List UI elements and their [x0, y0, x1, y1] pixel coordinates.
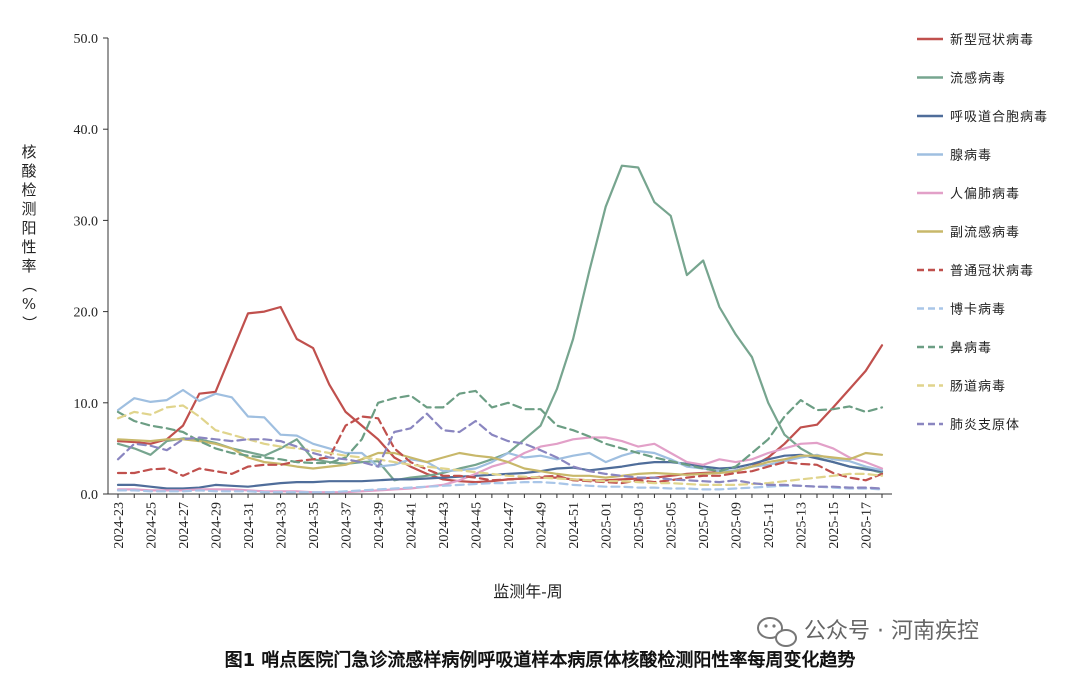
y-axis-label-char: 测: [21, 200, 36, 218]
x-tick-label: 2024-47: [502, 502, 517, 549]
y-tick-label: 20.0: [74, 306, 99, 321]
x-tick-label: 2024-41: [405, 502, 420, 549]
x-tick-label: 2025-09: [730, 502, 745, 549]
x-tick-label: 2024-39: [372, 502, 387, 549]
series-lines: [116, 164, 884, 494]
series-line-7: [116, 481, 884, 494]
wechat-icon: [757, 617, 797, 647]
x-tick-label: 2024-51: [567, 502, 582, 549]
x-tick-label: 2024-31: [242, 502, 257, 549]
series-line-10: [116, 412, 884, 490]
y-axis-label-char: 核: [21, 143, 36, 161]
figure-caption: 图1 哨点医院门急诊流感样病例呼吸道样本病原体核酸检测阳性率每周变化趋势: [225, 649, 856, 671]
legend-label: 普通冠状病毒: [950, 264, 1034, 279]
y-axis-label-char: %: [22, 295, 36, 313]
y-axis-label-char: 检: [21, 181, 36, 199]
x-tick-label: 2025-11: [762, 502, 777, 548]
watermark-text: 公众号 · 河南疾控: [804, 619, 979, 644]
x-tick-label: 2024-29: [210, 502, 225, 549]
legend-label: 人偏肺病毒: [950, 187, 1020, 202]
x-tick-label: 2025-03: [632, 502, 647, 549]
x-axis-label: 监测年-周: [493, 582, 562, 601]
x-tick-label: 2024-23: [112, 502, 127, 549]
x-tick-label: 2024-25: [145, 502, 160, 549]
x-tick-label: 2025-17: [860, 502, 875, 549]
x-tick-label: 2024-43: [437, 502, 452, 549]
x-tick-label: 2024-49: [535, 502, 550, 549]
x-tick-label: 2025-13: [795, 502, 810, 549]
y-axis-ticks: 0.0 10.0 20.0 30.0 40.0 50.0: [74, 32, 108, 503]
y-tick-label: 30.0: [74, 214, 99, 229]
legend-label: 呼吸道合胞病毒: [950, 110, 1048, 125]
y-tick-label: 50.0: [74, 32, 99, 47]
legend-label: 肺炎支原体: [950, 418, 1020, 433]
legend-label: 博卡病毒: [950, 303, 1006, 318]
axes: [107, 38, 892, 495]
legend: 新型冠状病毒流感病毒呼吸道合胞病毒腺病毒人偏肺病毒副流感病毒普通冠状病毒博卡病毒…: [917, 32, 1048, 433]
x-tick-label: 2024-27: [177, 502, 192, 549]
y-axis-label: 核酸检测阳性率 （% ）: [20, 143, 38, 331]
y-axis-label-char: 率: [21, 257, 36, 275]
x-tick-label: 2024-35: [307, 502, 322, 549]
series-line-8: [116, 389, 884, 473]
y-axis-label-char: 阳: [21, 219, 36, 237]
x-tick-label: 2025-07: [697, 502, 712, 549]
series-line-4: [116, 436, 884, 494]
legend-label: 肠道病毒: [950, 380, 1006, 395]
legend-label: 腺病毒: [950, 149, 992, 164]
series-line-6: [116, 415, 884, 485]
x-tick-label: 2025-05: [665, 502, 680, 549]
x-tick-label: 2025-01: [600, 502, 615, 549]
x-tick-label: 2024-33: [275, 502, 290, 549]
y-tick-label: 10.0: [74, 397, 99, 412]
y-axis-label-char: ）: [20, 315, 38, 330]
legend-label: 鼻病毒: [950, 340, 992, 356]
y-tick-label: 0.0: [81, 488, 99, 503]
x-tick-label: 2025-15: [827, 502, 842, 549]
legend-label: 副流感病毒: [950, 225, 1020, 241]
y-tick-label: 40.0: [74, 123, 99, 138]
legend-label: 新型冠状病毒: [950, 32, 1034, 48]
x-axis-ticks: 2024-23 2024-25 2024-27 2024-29 2024-31 2024-…: [112, 494, 883, 549]
x-tick-label: 2024-37: [340, 502, 355, 549]
y-axis-label-char: 性: [21, 238, 36, 256]
y-axis-label-char: （: [20, 277, 38, 292]
watermark: 公众号 · 河南疾控: [757, 617, 979, 647]
x-tick-label: 2024-45: [470, 502, 485, 549]
y-axis-label-char: 酸: [21, 162, 36, 180]
legend-label: 流感病毒: [950, 71, 1006, 87]
series-line-1: [116, 164, 884, 482]
